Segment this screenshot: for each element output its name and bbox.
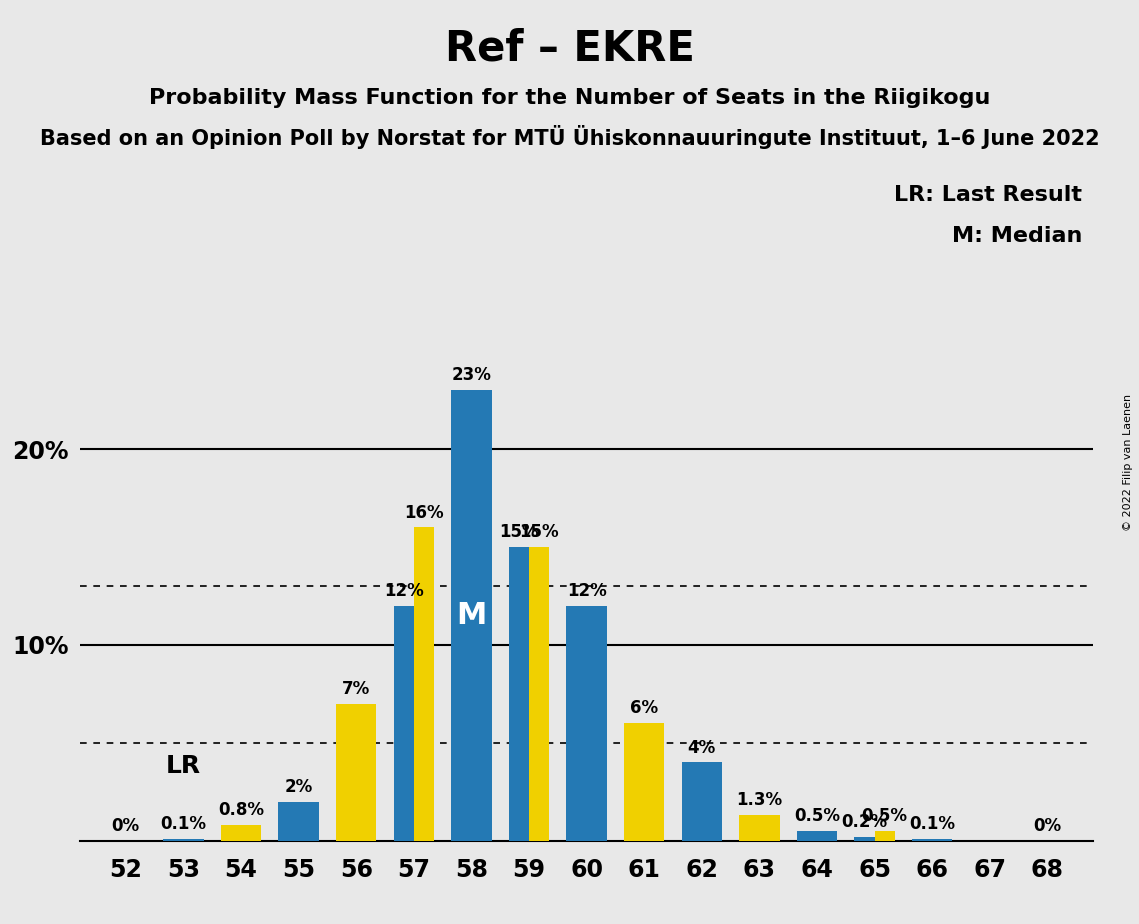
Bar (912, 839, 952, 841)
Bar (394, 606, 413, 841)
Text: 0.1%: 0.1% (161, 815, 206, 833)
Text: Probability Mass Function for the Number of Seats in the Riigikogu: Probability Mass Function for the Number… (149, 88, 990, 108)
Text: M: Median: M: Median (952, 226, 1082, 247)
Text: M: M (457, 602, 486, 630)
Text: 1.3%: 1.3% (736, 792, 782, 809)
Text: 2%: 2% (285, 778, 313, 796)
Bar (875, 831, 895, 841)
Text: LR: LR (166, 754, 200, 778)
Text: 15%: 15% (499, 523, 539, 541)
Bar (739, 815, 779, 841)
Bar (681, 762, 722, 841)
Bar (566, 606, 607, 841)
Text: 23%: 23% (451, 367, 491, 384)
Text: Ref – EKRE: Ref – EKRE (444, 28, 695, 69)
Bar (624, 723, 664, 841)
Text: © 2022 Filip van Laenen: © 2022 Filip van Laenen (1123, 394, 1133, 530)
Text: 16%: 16% (404, 504, 444, 521)
Bar (528, 547, 549, 841)
Text: 7%: 7% (342, 680, 370, 698)
Text: 0.2%: 0.2% (842, 813, 887, 831)
Text: 0.8%: 0.8% (218, 801, 264, 820)
Text: 15%: 15% (519, 523, 559, 541)
Bar (854, 837, 875, 841)
Text: 0.1%: 0.1% (909, 815, 956, 833)
Bar (336, 704, 376, 841)
Text: 12%: 12% (384, 582, 424, 600)
Text: 6%: 6% (630, 699, 658, 717)
Text: 12%: 12% (567, 582, 606, 600)
Bar (451, 390, 492, 841)
Text: LR: Last Result: LR: Last Result (894, 185, 1082, 205)
Bar (509, 547, 528, 841)
Bar (278, 802, 319, 841)
Bar (221, 825, 261, 841)
Text: 0%: 0% (112, 817, 140, 835)
Text: 4%: 4% (688, 738, 716, 757)
Bar (413, 528, 434, 841)
Text: 0.5%: 0.5% (794, 808, 839, 825)
Text: Based on an Opinion Poll by Norstat for MTÜ Ühiskonnauuringute Instituut, 1–6 Ju: Based on an Opinion Poll by Norstat for … (40, 125, 1099, 149)
Bar (163, 839, 204, 841)
Bar (797, 831, 837, 841)
Text: 0%: 0% (1033, 817, 1062, 835)
Text: 0.5%: 0.5% (861, 808, 908, 825)
